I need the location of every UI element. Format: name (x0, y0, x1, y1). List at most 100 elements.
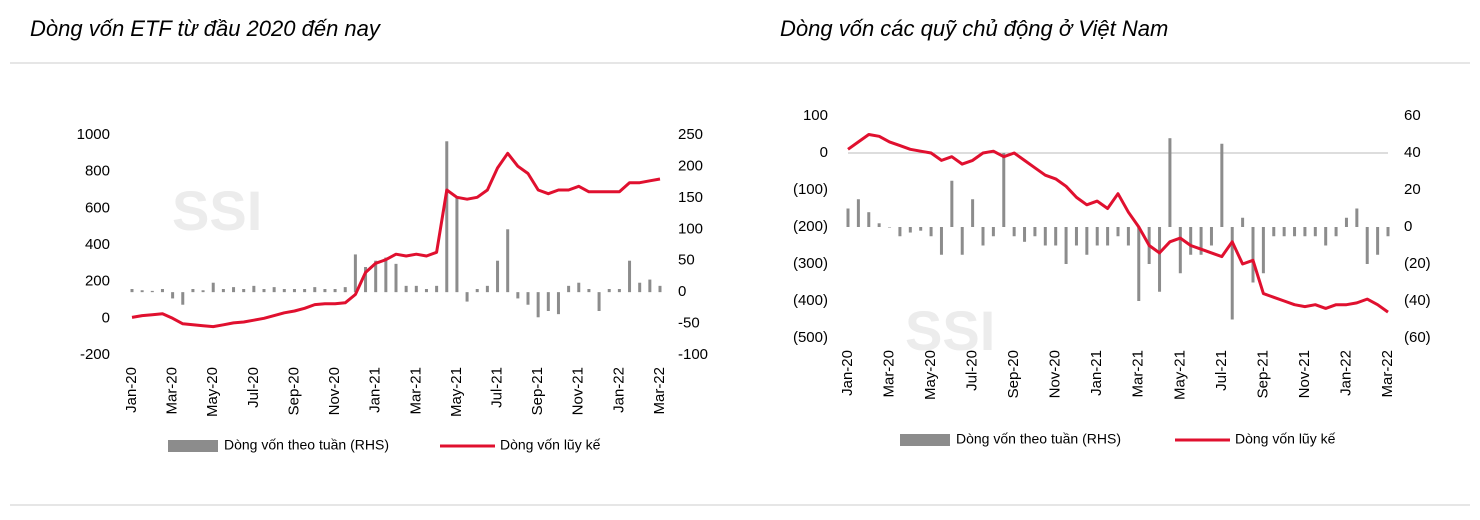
bar (171, 292, 175, 299)
x-tick-label: Nov-21 (570, 367, 587, 415)
y-tick-label: (200) (793, 218, 828, 235)
bar (191, 289, 195, 293)
bar (343, 287, 347, 293)
bar (536, 292, 540, 318)
bar (971, 199, 975, 227)
bar (1033, 227, 1037, 237)
bar (292, 289, 296, 293)
chart-title: Dòng vốn ETF từ đầu 2020 đến nay (30, 16, 382, 41)
bar (898, 227, 902, 237)
bar (1386, 227, 1390, 237)
bar (867, 212, 871, 227)
bar (617, 289, 621, 293)
y2-tick-label: 40 (1404, 144, 1421, 161)
bar (1241, 217, 1245, 227)
bar (262, 289, 266, 293)
bar (526, 292, 530, 305)
bar (1230, 227, 1234, 320)
bar (628, 260, 632, 293)
bar (1137, 227, 1141, 301)
bar (567, 285, 571, 293)
y-tick-label: (100) (793, 181, 828, 198)
bar (323, 289, 327, 293)
bar (1376, 227, 1380, 255)
x-tick-label: Nov-20 (326, 367, 343, 415)
y2-tick-label: 150 (678, 189, 703, 206)
x-tick-label: Mar-22 (651, 367, 668, 415)
x-tick-label: Jul-20 (245, 367, 262, 408)
y-tick-label: -200 (80, 346, 110, 363)
y-tick-label: 100 (803, 107, 828, 124)
bar (556, 292, 560, 315)
bar (1106, 227, 1110, 246)
x-tick-label: May-20 (922, 350, 939, 400)
bar (1251, 227, 1255, 283)
x-tick-label: Mar-22 (1379, 350, 1396, 398)
y2-tick-label: 60 (1404, 107, 1421, 124)
bar (1043, 227, 1047, 246)
bar (140, 290, 144, 293)
x-tick-label: May-21 (448, 367, 465, 417)
bar (506, 229, 510, 293)
x-tick-label: May-21 (1171, 350, 1188, 400)
bar (1074, 227, 1078, 246)
bar (221, 289, 225, 293)
watermark: SSI (905, 299, 995, 362)
bar (1303, 227, 1307, 237)
bar (201, 290, 205, 293)
y-tick-label: 0 (820, 144, 828, 161)
bar (1324, 227, 1328, 246)
x-tick-label: Sep-20 (285, 367, 302, 415)
x-tick-label: Jul-21 (489, 367, 506, 408)
bar (846, 208, 850, 227)
chart-title: Dòng vốn các quỹ chủ động ở Việt Nam (780, 16, 1168, 41)
y-tick-label: 0 (102, 309, 110, 326)
bar (516, 292, 520, 299)
bar (1189, 227, 1193, 255)
bar (1126, 227, 1130, 246)
y-tick-label: 200 (85, 273, 110, 290)
bar (252, 285, 256, 293)
bar (364, 267, 368, 293)
bar (130, 289, 134, 293)
bar (1293, 227, 1297, 237)
bar (991, 227, 995, 237)
bar (1012, 227, 1016, 237)
x-tick-label: Mar-20 (164, 367, 181, 415)
x-tick-label: Jul-21 (1213, 350, 1230, 391)
x-tick-label: Sep-21 (1254, 350, 1271, 398)
bar (1064, 227, 1068, 264)
x-tick-label: Sep-20 (1005, 350, 1022, 398)
y2-tick-label: 0 (1404, 218, 1412, 235)
y2-tick-label: (60) (1404, 329, 1431, 346)
bar (856, 199, 860, 227)
bar (384, 257, 388, 293)
bar (1220, 143, 1224, 227)
bar (272, 287, 276, 293)
bar (950, 180, 954, 227)
bar (181, 292, 185, 305)
bar (303, 289, 307, 293)
x-tick-label: Jan-20 (123, 367, 140, 413)
bar (908, 227, 912, 233)
bar (638, 282, 642, 293)
x-tick-label: Sep-21 (529, 367, 546, 415)
x-tick-label: Nov-20 (1047, 350, 1064, 398)
bar (546, 292, 550, 311)
y-tick-label: 600 (85, 199, 110, 216)
y2-tick-label: 200 (678, 157, 703, 174)
y-tick-label: 400 (85, 236, 110, 253)
bar (1023, 227, 1027, 242)
bar (475, 289, 479, 293)
bar (465, 292, 469, 302)
x-tick-label: Jan-21 (1088, 350, 1105, 396)
bar (577, 282, 581, 293)
bar (282, 289, 286, 293)
y2-tick-label: 0 (678, 283, 686, 300)
legend-label: Dòng vốn lũy kế (1235, 431, 1336, 447)
bar (929, 227, 933, 237)
bar (1209, 227, 1213, 246)
bar (333, 289, 337, 293)
bar (1054, 227, 1058, 246)
bar (496, 260, 500, 293)
